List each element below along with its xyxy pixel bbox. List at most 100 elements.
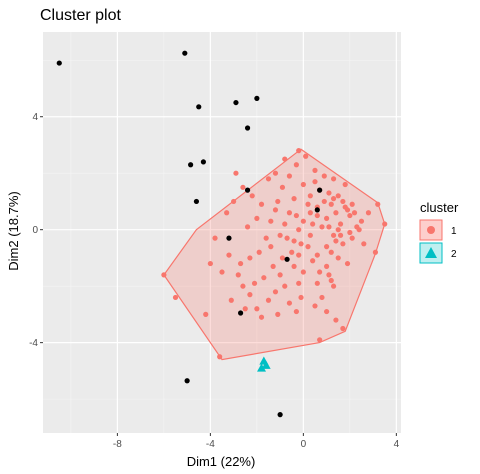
point-cluster-1 — [203, 311, 209, 317]
point-cluster-1 — [298, 241, 304, 247]
legend-label-1: 1 — [451, 226, 457, 237]
point-cluster-1 — [293, 212, 299, 219]
x-tick-label: 0 — [301, 439, 307, 450]
point-cluster-1 — [282, 283, 288, 289]
point-cluster-1 — [263, 235, 269, 241]
point-cluster-1 — [258, 314, 265, 320]
point-other — [184, 378, 190, 384]
point-other — [277, 412, 283, 418]
point-cluster-1 — [333, 238, 339, 244]
point-other — [56, 60, 62, 66]
point-cluster-1 — [242, 306, 248, 312]
point-cluster-1 — [256, 249, 262, 255]
point-cluster-1 — [265, 297, 272, 303]
point-cluster-1 — [330, 176, 337, 182]
point-cluster-1 — [286, 300, 293, 306]
point-cluster-1 — [310, 221, 316, 227]
point-cluster-1 — [296, 280, 302, 286]
point-cluster-1 — [237, 260, 244, 267]
point-cluster-1 — [279, 255, 286, 261]
point-cluster-1 — [312, 179, 318, 185]
point-other — [254, 95, 260, 101]
point-other — [314, 207, 320, 213]
point-other — [226, 235, 232, 241]
point-cluster-1 — [349, 201, 355, 207]
point-cluster-1 — [240, 283, 246, 289]
point-cluster-1 — [217, 354, 223, 360]
point-cluster-1 — [337, 221, 344, 227]
point-cluster-1 — [347, 212, 353, 219]
point-cluster-1 — [335, 255, 341, 261]
point-cluster-1 — [172, 294, 179, 301]
point-cluster-1 — [319, 294, 325, 301]
point-cluster-1 — [298, 294, 304, 301]
point-cluster-1 — [226, 252, 232, 258]
x-tick-label: 4 — [394, 439, 400, 450]
point-other — [188, 162, 194, 168]
point-other — [244, 187, 251, 193]
point-cluster-1 — [300, 218, 306, 224]
x-tick-label: -4 — [206, 439, 215, 450]
point-cluster-1 — [291, 196, 297, 202]
point-cluster-1 — [344, 207, 351, 213]
point-cluster-1 — [293, 162, 299, 168]
point-cluster-1 — [330, 232, 337, 238]
legend-title: cluster — [420, 200, 459, 215]
point-cluster-1 — [272, 170, 279, 176]
x-axis-ticks: -8 -4 0 4 — [113, 433, 400, 450]
point-cluster-1 — [328, 249, 334, 255]
point-other — [200, 159, 207, 165]
point-cluster-1 — [207, 260, 213, 267]
point-cluster-1 — [261, 275, 267, 281]
y-axis-ticks: -4 0 4 — [29, 112, 43, 349]
point-cluster-2 — [261, 360, 271, 369]
point-cluster-1 — [275, 311, 281, 317]
point-cluster-1 — [324, 263, 330, 269]
point-cluster-1 — [254, 215, 260, 221]
point-cluster-1 — [326, 272, 332, 278]
point-cluster-1 — [342, 181, 348, 188]
x-axis-title: Dim1 (22%) — [187, 454, 256, 469]
chart-title: Cluster plot — [40, 7, 121, 24]
point-cluster-1 — [231, 198, 237, 205]
data-points — [56, 50, 388, 418]
point-cluster-1 — [307, 210, 313, 216]
point-cluster-1 — [296, 148, 302, 154]
point-cluster-1 — [291, 263, 297, 269]
point-cluster-1 — [333, 317, 339, 323]
point-other — [193, 198, 200, 205]
point-cluster-1 — [340, 198, 346, 205]
point-cluster-1 — [258, 201, 265, 207]
point-cluster-1 — [286, 210, 293, 216]
point-cluster-1 — [219, 269, 225, 275]
point-cluster-1 — [347, 229, 353, 236]
point-cluster-1 — [307, 232, 313, 238]
point-cluster-1 — [282, 156, 288, 162]
point-other — [182, 50, 188, 56]
point-cluster-1 — [321, 198, 327, 205]
point-other — [237, 310, 244, 316]
point-cluster-1 — [277, 272, 283, 278]
point-cluster-1 — [268, 218, 274, 224]
legend-symbol-circle — [427, 226, 435, 234]
point-cluster-1 — [247, 292, 253, 298]
point-cluster-1 — [312, 167, 318, 173]
point-cluster-1 — [317, 337, 323, 343]
y-axis-title: Dim2 (18.7%) — [6, 191, 21, 270]
point-cluster-1 — [335, 227, 341, 233]
point-cluster-1 — [279, 184, 286, 190]
point-cluster-1 — [372, 249, 379, 255]
point-cluster-1 — [268, 244, 274, 250]
point-cluster-1 — [333, 210, 339, 216]
point-cluster-1 — [314, 280, 320, 286]
y-tick-label: 4 — [32, 112, 38, 123]
point-cluster-1 — [310, 258, 316, 264]
point-cluster-1 — [307, 193, 313, 199]
point-cluster-1 — [251, 280, 258, 286]
point-cluster-1 — [296, 252, 302, 258]
point-cluster-1 — [224, 210, 230, 216]
point-cluster-1 — [244, 224, 251, 230]
point-cluster-1 — [300, 269, 306, 275]
point-cluster-1 — [328, 277, 334, 284]
